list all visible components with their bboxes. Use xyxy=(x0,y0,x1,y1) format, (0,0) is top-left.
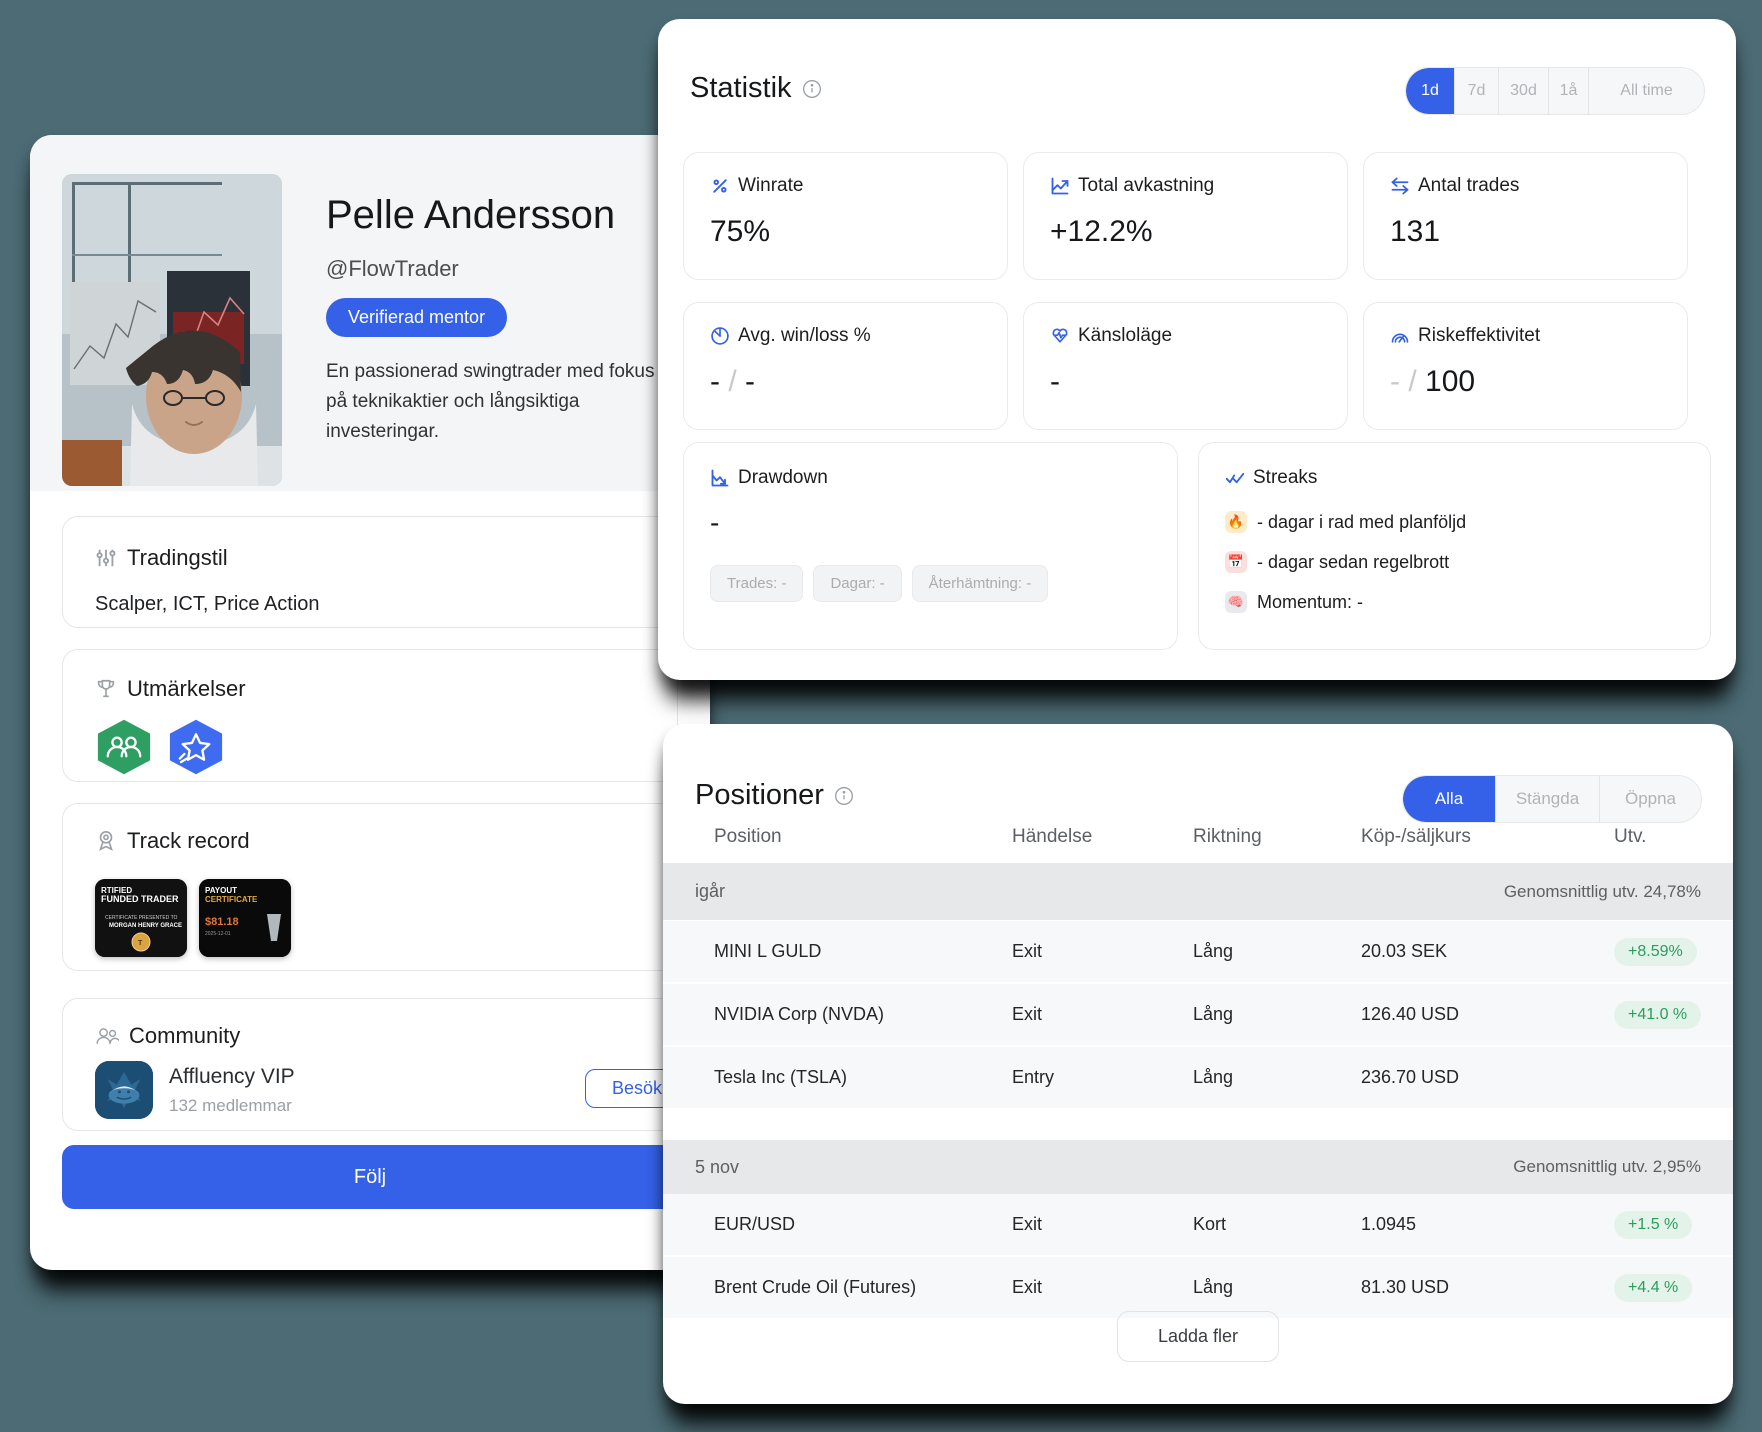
svg-text:2025-12-01: 2025-12-01 xyxy=(205,931,231,937)
svg-text:PAYOUT: PAYOUT xyxy=(205,886,237,895)
svg-text:CERTIFICATE PRESENTED TO: CERTIFICATE PRESENTED TO xyxy=(105,915,178,921)
svg-text:FUNDED TRADER: FUNDED TRADER xyxy=(101,894,179,904)
svg-text:$81.18: $81.18 xyxy=(205,916,239,928)
svg-text:MORGAN HENRY GRACE: MORGAN HENRY GRACE xyxy=(109,923,182,929)
svg-text:CERTIFICATE: CERTIFICATE xyxy=(205,895,258,904)
svg-text:T: T xyxy=(138,940,143,947)
